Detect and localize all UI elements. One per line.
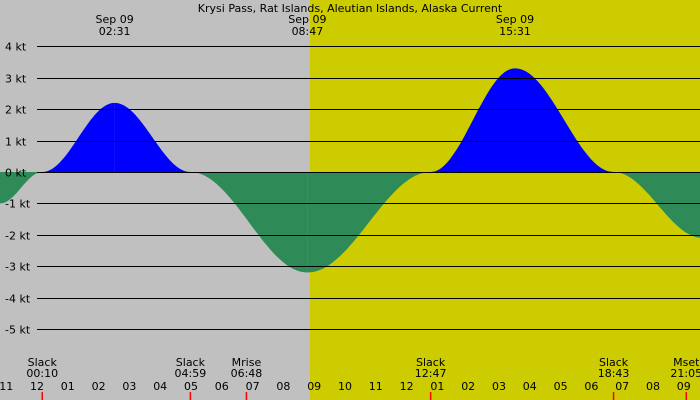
event-name: Slack [176,356,206,369]
x-tick-label: 12 [400,380,414,393]
x-tick-label: 05 [184,380,198,393]
extremum-date: Sep 09 [288,13,326,26]
x-tick-label: 12 [30,380,44,393]
flood-area [42,102,115,172]
flood-area-layer [42,68,614,172]
extremum-date: Sep 09 [496,13,534,26]
x-tick-label: 07 [246,380,260,393]
x-tick-label: 06 [584,380,598,393]
y-tick-label: -4 kt [5,293,31,306]
event-time: 12:47 [415,367,447,380]
event-name: Slack [599,356,629,369]
x-tick-label: 09 [677,380,691,393]
x-tick-label: 02 [92,380,106,393]
y-tick-label: -5 kt [5,324,31,337]
x-tick-label: 09 [307,380,321,393]
x-tick-label: 03 [492,380,506,393]
y-tick-label: 1 kt [5,136,27,149]
y-tick-label: 2 kt [5,104,27,117]
event-time: 00:10 [26,367,58,380]
x-tick-label: 08 [276,380,290,393]
flood-area [430,68,515,172]
y-tick-label: 3 kt [5,73,27,86]
x-tick-label: 06 [215,380,229,393]
ebb-area-layer [0,172,700,273]
y-tick-label: 4 kt [5,41,27,54]
extremum-time: 15:31 [499,25,531,38]
flood-area [114,102,191,172]
x-tick-label: 11 [0,380,13,393]
ebb-area [0,172,43,204]
y-tick-label: -3 kt [5,261,31,274]
event-labels: Slack00:10Slack04:59Mrise06:48Slack12:47… [26,356,700,400]
ebb-area [190,172,308,273]
x-tick-label: 03 [122,380,136,393]
y-axis-labels: 4 kt 3 kt 2 kt 1 kt 0 kt -1 kt -2 kt -3 kt -4 kt… [5,41,31,337]
ebb-area [613,172,700,238]
x-tick-label: 05 [554,380,568,393]
event-time: 21:05 [670,367,700,380]
event-name: Slack [28,356,58,369]
x-tick-label: 07 [615,380,629,393]
grid-layer [37,46,700,330]
x-tick-label: 02 [461,380,475,393]
flood-area [515,68,614,172]
event-time: 04:59 [175,367,207,380]
x-tick-label: 11 [369,380,383,393]
y-tick-label: -2 kt [5,230,31,243]
y-tick-label: 0 kt [5,167,27,180]
event-name: Mset [673,356,700,369]
x-axis-labels: 11 12 01 02 03 04 05 06 07 08 09 10 11 12 01 02 03 04 05 06… [0,380,691,393]
extremum-time: 02:31 [99,25,131,38]
event-name: Mrise [232,356,262,369]
x-tick-label: 04 [153,380,167,393]
x-tick-label: 08 [646,380,660,393]
event-time: 06:48 [231,367,263,380]
event-time: 18:43 [598,367,630,380]
chart-title: Krysi Pass, Rat Islands, Aleutian Island… [198,2,503,15]
x-tick-label: 01 [430,380,444,393]
x-tick-label: 04 [523,380,537,393]
extremum-date: Sep 09 [95,13,133,26]
extremum-time: 08:47 [292,25,324,38]
x-tick-label: 01 [61,380,75,393]
event-name: Slack [416,356,446,369]
y-tick-label: -1 kt [5,198,31,211]
x-tick-label: 10 [338,380,352,393]
ebb-area [307,172,431,273]
